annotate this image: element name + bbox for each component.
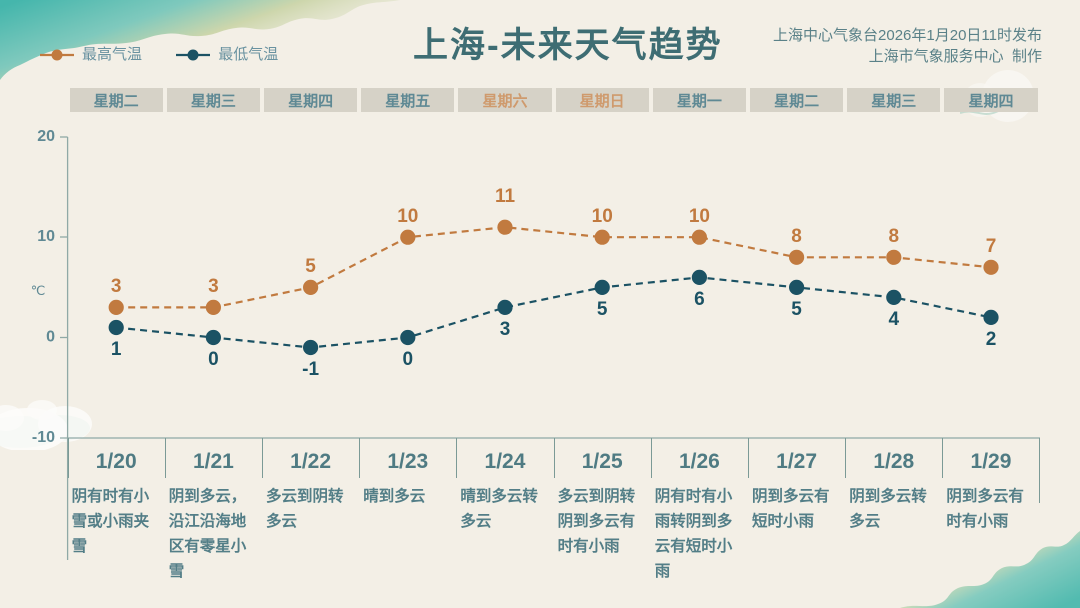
svg-text:20: 20 — [37, 128, 55, 145]
svg-text:5: 5 — [597, 299, 608, 320]
svg-text:0: 0 — [403, 349, 414, 370]
svg-text:8: 8 — [889, 226, 900, 247]
svg-text:10: 10 — [397, 206, 418, 227]
svg-text:10: 10 — [592, 206, 613, 227]
svg-text:4: 4 — [889, 309, 900, 330]
svg-text:8: 8 — [791, 226, 802, 247]
svg-text:3: 3 — [111, 276, 122, 297]
svg-text:3: 3 — [208, 276, 219, 297]
svg-text:0: 0 — [46, 329, 55, 346]
svg-text:0: 0 — [208, 349, 219, 370]
svg-text:1: 1 — [111, 339, 122, 360]
svg-text:2: 2 — [986, 329, 997, 350]
svg-text:10: 10 — [689, 206, 710, 227]
svg-text:℃: ℃ — [31, 283, 46, 298]
svg-text:5: 5 — [305, 256, 316, 277]
svg-text:7: 7 — [986, 236, 997, 257]
svg-text:6: 6 — [694, 289, 705, 310]
svg-text:11: 11 — [495, 186, 516, 207]
svg-text:5: 5 — [791, 299, 802, 320]
svg-text:3: 3 — [500, 319, 511, 340]
svg-text:-1: -1 — [302, 359, 319, 380]
svg-text:-10: -10 — [32, 429, 55, 446]
svg-text:10: 10 — [37, 228, 55, 245]
